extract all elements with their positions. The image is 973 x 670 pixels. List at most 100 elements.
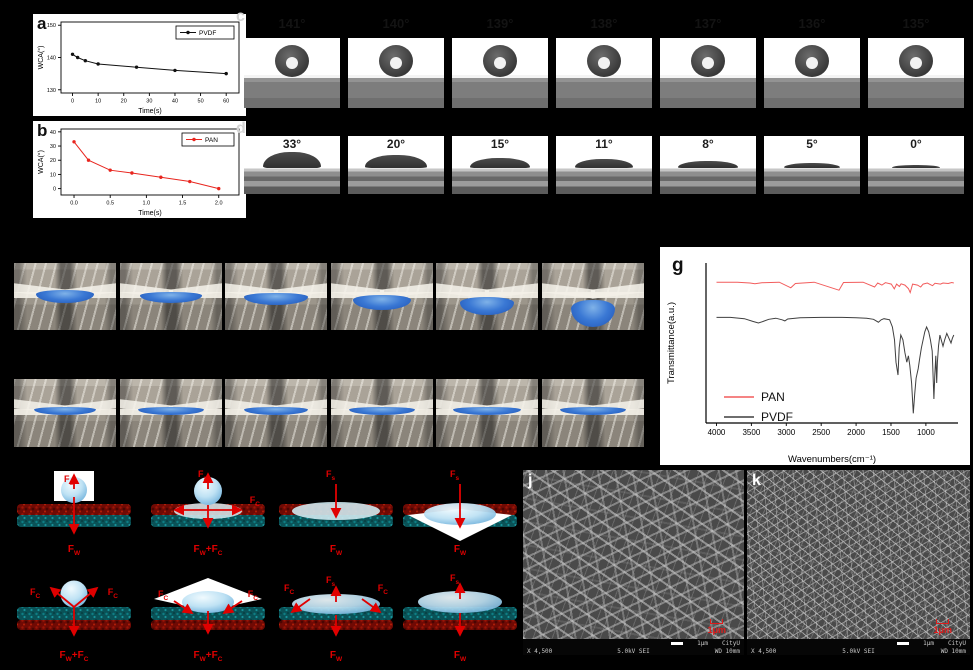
row-d-droplet-image: 0° xyxy=(868,136,964,194)
force-label: FC xyxy=(284,583,295,596)
svg-text:3000: 3000 xyxy=(777,428,795,437)
svg-text:140: 140 xyxy=(47,55,56,61)
water-droplet xyxy=(691,45,725,77)
force-label: Fs xyxy=(326,469,336,482)
row-c-droplet-image xyxy=(348,38,444,108)
row-c-droplet-image xyxy=(868,38,964,108)
row-c-droplet-image xyxy=(556,38,652,108)
svg-text:2500: 2500 xyxy=(812,428,830,437)
water-droplet xyxy=(263,152,321,169)
blue-dyed-droplet xyxy=(244,293,308,306)
row-c-angle-label: 140° xyxy=(382,16,410,31)
row-d-droplet-image: 33° xyxy=(244,136,340,194)
schematic-tile-6: FC FC FW+FC xyxy=(148,577,268,667)
force-label: FW xyxy=(329,544,343,557)
svg-text:3500: 3500 xyxy=(742,428,760,437)
force-label: Fs xyxy=(198,469,208,482)
sem-magnification: X 4,500 xyxy=(527,648,553,655)
row-d-droplet-image: 11° xyxy=(556,136,652,194)
svg-text:40: 40 xyxy=(172,99,178,105)
panel-b-pan-wca-plot: b 0.0 0.5 1.0 1.5 2.0 0 10 20 30 40 Time(s) WCA(°) P… xyxy=(33,121,246,218)
panel-letter-j: j xyxy=(528,472,533,489)
schematic-drawing xyxy=(17,471,131,535)
scale-annotation-text: 1μm xyxy=(707,625,726,635)
panel-letter-k: k xyxy=(752,472,761,489)
row-d-angle-label: 15° xyxy=(490,137,510,151)
row-c-droplet-image xyxy=(244,38,340,108)
svg-text:20: 20 xyxy=(121,99,127,105)
schematic-tile-8: Fs FW xyxy=(400,573,520,667)
water-droplet xyxy=(784,163,840,169)
svg-text:Transmittance(a.u.): Transmittance(a.u.) xyxy=(666,302,677,384)
svg-text:40: 40 xyxy=(50,130,56,136)
water-droplet xyxy=(470,158,530,169)
schematic-tile-2: Fs FC FW+FC xyxy=(148,469,268,561)
blue-dyed-droplet xyxy=(349,406,415,415)
svg-text:1500: 1500 xyxy=(882,428,900,437)
water-droplet xyxy=(587,45,621,77)
svg-text:0.5: 0.5 xyxy=(106,201,114,207)
force-label: FC xyxy=(30,587,41,600)
blue-dyed-droplet xyxy=(571,300,615,328)
panel-g-ftir-plot: g 4000 3500 3000 2500 2000 1500 1000 Wavenumber… xyxy=(660,247,970,465)
sem-detector: SEI xyxy=(863,648,875,655)
force-label: Fs xyxy=(450,469,460,482)
svg-text:2.0: 2.0 xyxy=(215,201,223,207)
force-label: FW xyxy=(329,650,343,663)
water-droplet xyxy=(575,159,633,169)
row-d-angle-label: 0° xyxy=(910,137,922,151)
panel-a-pvdf-wca-plot: a 0 10 20 30 40 50 60 130 140 150 Time(s) WCA(°) PVD… xyxy=(33,14,246,116)
svg-text:1.5: 1.5 xyxy=(179,201,187,207)
svg-text:2000: 2000 xyxy=(847,428,865,437)
force-label: Fs xyxy=(450,573,460,586)
row-d-angle-label: 5° xyxy=(806,137,818,151)
water-droplet xyxy=(365,155,427,169)
blue-dyed-droplet xyxy=(353,295,411,311)
force-label: FW+FC xyxy=(193,544,223,557)
force-label: FC xyxy=(249,495,260,508)
sem-working-distance: WD 10mm xyxy=(940,648,966,655)
panel-letter-c: c xyxy=(236,8,245,25)
scale-annotation: 1μm xyxy=(933,619,952,635)
svg-text:WCA(°): WCA(°) xyxy=(37,46,45,70)
svg-text:0.0: 0.0 xyxy=(70,201,78,207)
blue-dyed-droplet xyxy=(36,290,94,304)
water-droplet xyxy=(379,45,413,77)
sem-scale-text: 1μm xyxy=(923,640,934,647)
blue-dyed-droplet xyxy=(138,406,204,415)
row-e-photo xyxy=(225,263,327,330)
pvdf-wca-chart: 0 10 20 30 40 50 60 130 140 150 Time(s) WCA(°) PVDF xyxy=(33,14,246,121)
row-f-photo xyxy=(14,379,116,447)
force-label: Fs xyxy=(64,474,74,487)
blue-dyed-droplet xyxy=(560,406,626,415)
panel-letter-g: g xyxy=(672,255,684,276)
panel-j-sem-image: j 1μm 1μm CityU X 4,500 5.0kV SEI WD 10mm xyxy=(523,470,744,655)
force-label: FW xyxy=(453,650,467,663)
fiber-texture xyxy=(523,470,744,639)
schematic-drawing xyxy=(403,582,517,637)
row-e-photo xyxy=(331,263,433,330)
svg-text:1000: 1000 xyxy=(917,428,935,437)
svg-text:20: 20 xyxy=(50,158,56,164)
panel-letter-a: a xyxy=(37,14,47,33)
svg-text:WCA(°): WCA(°) xyxy=(37,150,45,174)
row-d-droplet-image: 15° xyxy=(452,136,548,194)
schematic-drawing xyxy=(279,585,393,637)
row-d-angle-label: 11° xyxy=(595,137,613,151)
force-label: FC xyxy=(107,587,118,600)
water-droplet xyxy=(899,45,933,77)
svg-text:0: 0 xyxy=(53,187,56,193)
schematic-drawing xyxy=(151,578,265,635)
sem-voltage: 5.0kV xyxy=(617,648,636,655)
row-f-photo xyxy=(542,379,644,447)
force-label: FW xyxy=(453,544,467,557)
sem-info-bar: 1μm CityU X 4,500 5.0kV SEI WD 10mm xyxy=(523,639,744,655)
force-label: FC xyxy=(377,583,388,596)
force-label: FW+FC xyxy=(59,650,89,663)
sem-scalebar xyxy=(897,642,910,645)
pan-wca-chart: 0.0 0.5 1.0 1.5 2.0 0 10 20 30 40 Time(s) WCA(°) PAN xyxy=(33,121,246,223)
svg-text:4000: 4000 xyxy=(708,428,726,437)
sem-scalebar xyxy=(671,642,684,645)
blue-dyed-droplet xyxy=(460,297,514,316)
